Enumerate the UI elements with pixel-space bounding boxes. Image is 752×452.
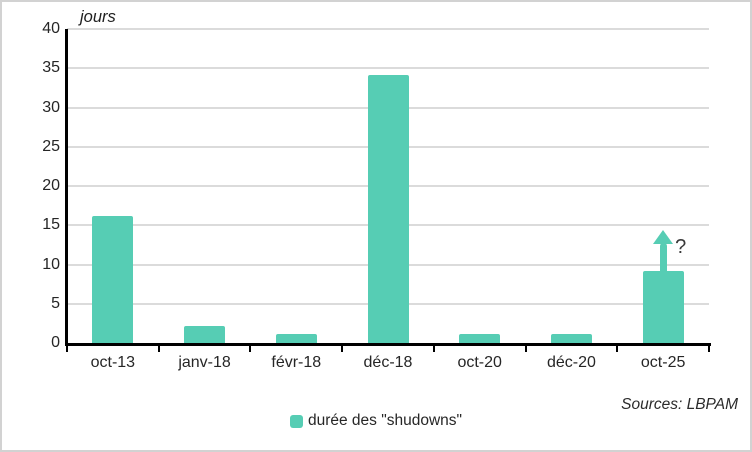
x-axis-tick-label: oct-20 xyxy=(457,354,502,371)
y-axis-tick-label: 35 xyxy=(42,59,60,77)
x-axis-tick-mark xyxy=(341,346,344,352)
x-axis-tick-label: déc-18 xyxy=(363,354,413,371)
y-axis-unit-label: jours xyxy=(80,8,116,26)
bar-oct-13 xyxy=(92,215,134,343)
x-axis-tick-label: oct-13 xyxy=(90,354,136,371)
legend: durée des "shudowns" xyxy=(2,412,750,430)
x-axis-tick-mark xyxy=(616,346,619,352)
sources-note: Sources: LBPAM xyxy=(621,396,738,413)
gridline xyxy=(67,67,709,70)
y-axis-tick-label: 10 xyxy=(42,255,60,273)
plot-area xyxy=(67,28,709,343)
legend-label: durée des "shudowns" xyxy=(307,412,463,429)
gridline xyxy=(67,28,709,30)
x-axis-line xyxy=(65,343,711,346)
bar-févr-18 xyxy=(275,333,317,343)
y-axis-tick-label: 30 xyxy=(42,98,60,116)
y-axis-tick-label: 40 xyxy=(42,20,60,37)
annotation-question-mark: ? xyxy=(675,235,687,258)
bar-déc-20 xyxy=(550,333,592,343)
y-axis-tick-label: 25 xyxy=(42,137,60,155)
x-axis-tick-mark xyxy=(249,346,252,352)
up-arrow-shaft xyxy=(659,242,667,275)
x-axis-tick-mark xyxy=(157,346,160,352)
x-axis-tick-mark xyxy=(708,346,710,352)
x-axis-tick-mark xyxy=(66,346,68,352)
x-axis-tick-mark xyxy=(432,346,435,352)
x-axis-tick-mark xyxy=(524,346,527,352)
bar-oct-25 xyxy=(642,270,684,343)
y-axis-tick-label: 15 xyxy=(42,216,60,234)
x-axis-tick-label: déc-20 xyxy=(546,354,596,371)
up-arrow-icon xyxy=(653,229,674,244)
x-axis-tick-label: janv-18 xyxy=(178,354,231,371)
y-axis-tick-label: 5 xyxy=(51,294,60,312)
y-axis-tick-label: 0 xyxy=(51,334,60,351)
bar-déc-18 xyxy=(367,74,409,343)
y-axis-line xyxy=(65,29,68,346)
x-axis-tick-label: févr-18 xyxy=(271,354,322,371)
x-axis-tick-label: oct-25 xyxy=(640,354,686,371)
bar-oct-20 xyxy=(459,333,501,343)
bar-janv-18 xyxy=(184,325,226,343)
y-axis-tick-label: 20 xyxy=(42,177,60,194)
legend-swatch xyxy=(289,414,303,428)
